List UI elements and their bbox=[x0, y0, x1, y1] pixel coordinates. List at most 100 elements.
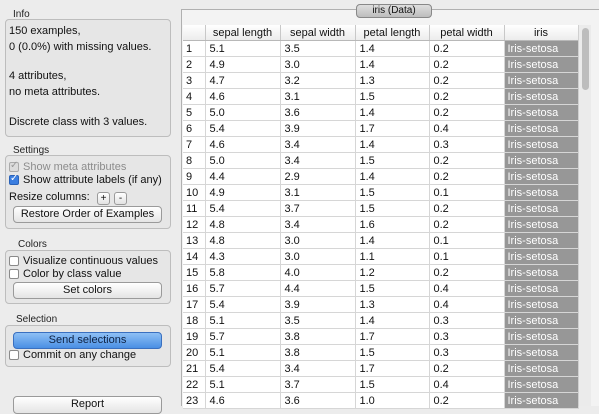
petal-length-cell[interactable]: 1.4 bbox=[355, 312, 430, 329]
petal-length-cell[interactable]: 1.5 bbox=[355, 152, 430, 169]
table-row[interactable]: 16 5.7 4.4 1.5 0.4 Iris-setosa bbox=[183, 280, 579, 297]
table-row[interactable]: 6 5.4 3.9 1.7 0.4 Iris-setosa bbox=[183, 120, 579, 137]
tab-iris-data[interactable]: iris (Data) bbox=[356, 4, 432, 18]
petal-length-cell[interactable]: 1.7 bbox=[355, 360, 430, 377]
sepal-width-cell[interactable]: 3.8 bbox=[280, 344, 356, 361]
sepal-length-cell[interactable]: 5.7 bbox=[205, 280, 281, 297]
petal-width-cell[interactable]: 0.2 bbox=[429, 72, 505, 89]
petal-width-cell[interactable]: 0.3 bbox=[429, 328, 505, 345]
data-table[interactable]: sepal length sepal width petal length pe… bbox=[183, 25, 579, 409]
visualize-checkbox[interactable] bbox=[9, 256, 19, 266]
row-number-cell[interactable]: 23 bbox=[183, 392, 206, 409]
row-number-cell[interactable]: 16 bbox=[183, 280, 206, 297]
sepal-length-cell[interactable]: 4.6 bbox=[205, 88, 281, 105]
sepal-width-cell[interactable]: 3.0 bbox=[280, 232, 356, 249]
table-row[interactable]: 15 5.8 4.0 1.2 0.2 Iris-setosa bbox=[183, 264, 579, 281]
resize-minus-button[interactable]: - bbox=[114, 192, 127, 205]
sepal-width-cell[interactable]: 3.4 bbox=[280, 136, 356, 153]
iris-class-cell[interactable]: Iris-setosa bbox=[504, 344, 579, 361]
sepal-width-cell[interactable]: 3.0 bbox=[280, 56, 356, 73]
resize-plus-button[interactable]: + bbox=[97, 192, 110, 205]
petal-width-cell[interactable]: 0.2 bbox=[429, 88, 505, 105]
iris-class-cell[interactable]: Iris-setosa bbox=[504, 104, 579, 121]
header-petal-length[interactable]: petal length bbox=[355, 25, 430, 41]
petal-length-cell[interactable]: 1.7 bbox=[355, 120, 430, 137]
petal-length-cell[interactable]: 1.4 bbox=[355, 232, 430, 249]
iris-class-cell[interactable]: Iris-setosa bbox=[504, 184, 579, 201]
petal-width-cell[interactable]: 0.3 bbox=[429, 136, 505, 153]
table-row[interactable]: 4 4.6 3.1 1.5 0.2 Iris-setosa bbox=[183, 88, 579, 105]
petal-width-cell[interactable]: 0.4 bbox=[429, 280, 505, 297]
report-button[interactable]: Report bbox=[13, 396, 162, 414]
header-petal-width[interactable]: petal width bbox=[429, 25, 505, 41]
petal-width-cell[interactable]: 0.4 bbox=[429, 120, 505, 137]
sepal-length-cell[interactable]: 5.1 bbox=[205, 344, 281, 361]
table-row[interactable]: 14 4.3 3.0 1.1 0.1 Iris-setosa bbox=[183, 248, 579, 265]
petal-length-cell[interactable]: 1.6 bbox=[355, 216, 430, 233]
petal-length-cell[interactable]: 1.5 bbox=[355, 280, 430, 297]
petal-width-cell[interactable]: 0.2 bbox=[429, 360, 505, 377]
header-sepal-length[interactable]: sepal length bbox=[205, 25, 281, 41]
sepal-width-cell[interactable]: 3.1 bbox=[280, 88, 356, 105]
row-number-cell[interactable]: 1 bbox=[183, 40, 206, 57]
petal-width-cell[interactable]: 0.2 bbox=[429, 168, 505, 185]
sepal-length-cell[interactable]: 5.4 bbox=[205, 120, 281, 137]
sepal-length-cell[interactable]: 5.7 bbox=[205, 328, 281, 345]
petal-length-cell[interactable]: 1.5 bbox=[355, 200, 430, 217]
petal-length-cell[interactable]: 1.2 bbox=[355, 264, 430, 281]
vertical-scrollbar[interactable] bbox=[578, 25, 592, 406]
petal-length-cell[interactable]: 1.4 bbox=[355, 40, 430, 57]
row-number-cell[interactable]: 3 bbox=[183, 72, 206, 89]
iris-class-cell[interactable]: Iris-setosa bbox=[504, 248, 579, 265]
petal-width-cell[interactable]: 0.1 bbox=[429, 184, 505, 201]
table-row[interactable]: 1 5.1 3.5 1.4 0.2 Iris-setosa bbox=[183, 40, 579, 57]
row-number-cell[interactable]: 10 bbox=[183, 184, 206, 201]
iris-class-cell[interactable]: Iris-setosa bbox=[504, 120, 579, 137]
petal-width-cell[interactable]: 0.2 bbox=[429, 200, 505, 217]
sepal-length-cell[interactable]: 5.0 bbox=[205, 104, 281, 121]
sepal-width-cell[interactable]: 3.6 bbox=[280, 392, 356, 409]
petal-length-cell[interactable]: 1.5 bbox=[355, 88, 430, 105]
show-attr-labels-checkbox[interactable] bbox=[9, 173, 19, 185]
petal-length-cell[interactable]: 1.4 bbox=[355, 104, 430, 121]
petal-width-cell[interactable]: 0.2 bbox=[429, 216, 505, 233]
sepal-length-cell[interactable]: 4.4 bbox=[205, 168, 281, 185]
sepal-width-cell[interactable]: 3.5 bbox=[280, 40, 356, 57]
sepal-length-cell[interactable]: 4.9 bbox=[205, 56, 281, 73]
row-number-cell[interactable]: 11 bbox=[183, 200, 206, 217]
petal-width-cell[interactable]: 0.2 bbox=[429, 104, 505, 121]
table-row[interactable]: 13 4.8 3.0 1.4 0.1 Iris-setosa bbox=[183, 232, 579, 249]
sepal-length-cell[interactable]: 4.6 bbox=[205, 392, 281, 409]
iris-class-cell[interactable]: Iris-setosa bbox=[504, 312, 579, 329]
petal-length-cell[interactable]: 1.3 bbox=[355, 72, 430, 89]
iris-class-cell[interactable]: Iris-setosa bbox=[504, 216, 579, 233]
sepal-length-cell[interactable]: 5.4 bbox=[205, 200, 281, 217]
sepal-width-cell[interactable]: 3.6 bbox=[280, 104, 356, 121]
table-row[interactable]: 10 4.9 3.1 1.5 0.1 Iris-setosa bbox=[183, 184, 579, 201]
color-by-class-checkbox-row[interactable]: Color by class value bbox=[9, 268, 121, 280]
show-meta-checkbox[interactable] bbox=[9, 160, 19, 172]
row-number-cell[interactable]: 2 bbox=[183, 56, 206, 73]
sepal-width-cell[interactable]: 3.4 bbox=[280, 216, 356, 233]
table-row[interactable]: 3 4.7 3.2 1.3 0.2 Iris-setosa bbox=[183, 72, 579, 89]
sepal-length-cell[interactable]: 5.1 bbox=[205, 40, 281, 57]
sepal-length-cell[interactable]: 4.9 bbox=[205, 184, 281, 201]
petal-length-cell[interactable]: 1.7 bbox=[355, 328, 430, 345]
iris-class-cell[interactable]: Iris-setosa bbox=[504, 392, 579, 409]
table-row[interactable]: 8 5.0 3.4 1.5 0.2 Iris-setosa bbox=[183, 152, 579, 169]
header-iris[interactable]: iris bbox=[504, 25, 579, 41]
color-by-class-checkbox[interactable] bbox=[9, 269, 19, 279]
row-number-cell[interactable]: 22 bbox=[183, 376, 206, 393]
row-number-cell[interactable]: 13 bbox=[183, 232, 206, 249]
table-row[interactable]: 22 5.1 3.7 1.5 0.4 Iris-setosa bbox=[183, 376, 579, 393]
visualize-checkbox-row[interactable]: Visualize continuous values bbox=[9, 255, 158, 267]
show-attr-labels-checkbox-row[interactable]: Show attribute labels (if any) bbox=[9, 173, 162, 186]
sepal-width-cell[interactable]: 3.9 bbox=[280, 296, 356, 313]
sepal-length-cell[interactable]: 5.0 bbox=[205, 152, 281, 169]
table-row[interactable]: 2 4.9 3.0 1.4 0.2 Iris-setosa bbox=[183, 56, 579, 73]
row-number-cell[interactable]: 15 bbox=[183, 264, 206, 281]
table-row[interactable]: 21 5.4 3.4 1.7 0.2 Iris-setosa bbox=[183, 360, 579, 377]
row-number-cell[interactable]: 9 bbox=[183, 168, 206, 185]
petal-length-cell[interactable]: 1.5 bbox=[355, 344, 430, 361]
petal-length-cell[interactable]: 1.4 bbox=[355, 136, 430, 153]
